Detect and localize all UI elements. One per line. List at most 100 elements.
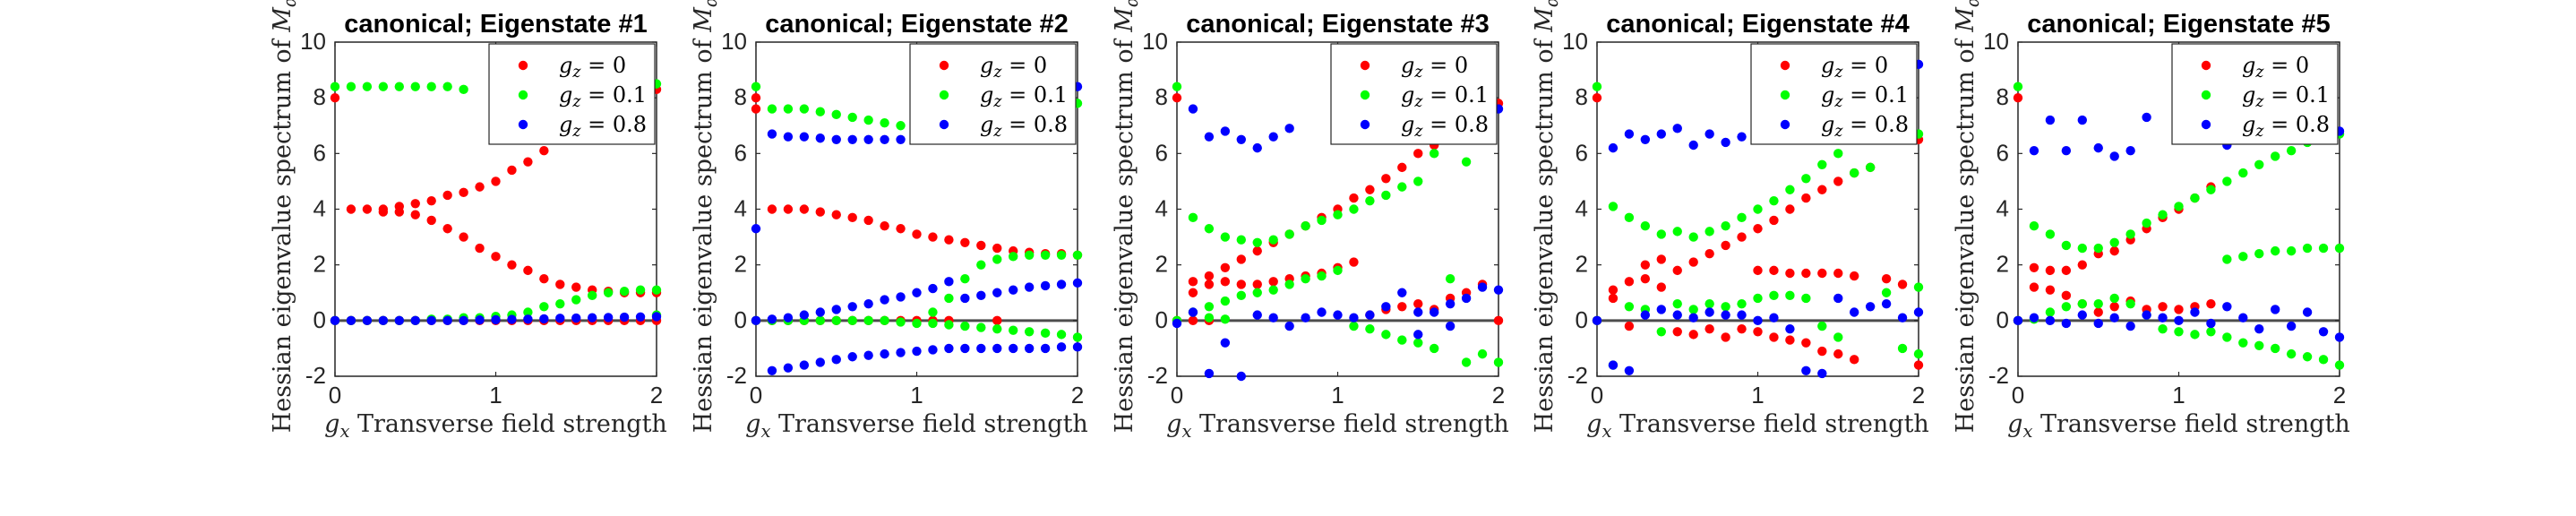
data-point bbox=[2174, 202, 2184, 211]
x-tick-label: 1 bbox=[1331, 382, 1344, 408]
data-point bbox=[992, 243, 1002, 254]
data-point bbox=[2206, 327, 2216, 337]
data-point bbox=[815, 307, 825, 317]
data-point bbox=[928, 232, 938, 242]
data-point bbox=[2254, 340, 2264, 351]
data-point bbox=[1801, 193, 1811, 203]
data-point bbox=[1236, 290, 1247, 301]
data-point bbox=[767, 104, 777, 114]
data-point bbox=[1801, 338, 1811, 348]
data-point bbox=[1624, 302, 1635, 312]
data-point bbox=[2254, 323, 2264, 334]
legend-box bbox=[1750, 43, 1918, 145]
y-tick-label: -2 bbox=[1988, 362, 2009, 389]
data-point bbox=[2206, 298, 2216, 309]
data-point bbox=[880, 220, 889, 231]
data-point bbox=[880, 134, 889, 144]
data-point bbox=[2029, 220, 2039, 231]
data-point bbox=[1608, 285, 1619, 295]
data-point bbox=[1704, 323, 1714, 334]
data-point bbox=[783, 104, 794, 114]
data-point bbox=[1188, 307, 1198, 317]
data-point bbox=[507, 165, 517, 176]
data-point bbox=[1333, 265, 1343, 276]
data-point bbox=[1301, 313, 1310, 322]
data-point bbox=[571, 282, 581, 292]
data-point bbox=[555, 280, 565, 289]
data-point bbox=[944, 293, 954, 304]
data-point bbox=[2190, 193, 2200, 203]
data-point bbox=[1608, 142, 1619, 153]
data-point bbox=[1188, 212, 1198, 223]
y-tick-label: -2 bbox=[1147, 362, 1168, 389]
data-point bbox=[992, 315, 1002, 326]
data-point bbox=[2093, 318, 2103, 329]
data-point bbox=[1592, 82, 1602, 91]
data-point bbox=[2109, 245, 2119, 256]
data-point bbox=[976, 260, 986, 270]
data-point bbox=[783, 204, 794, 214]
data-point bbox=[394, 82, 404, 91]
data-point bbox=[2286, 245, 2297, 256]
y-tick-label: 4 bbox=[1996, 195, 2009, 222]
data-point bbox=[1640, 134, 1651, 144]
data-point bbox=[2125, 298, 2135, 309]
data-point bbox=[1672, 227, 1682, 236]
y-axis-label: Hessian eigenvalue spectrum of Mαβ​ bbox=[1111, 0, 1142, 433]
data-point bbox=[928, 318, 938, 329]
data-point bbox=[459, 187, 468, 198]
data-point bbox=[1284, 229, 1294, 239]
data-point bbox=[1817, 368, 1827, 379]
y-tick-label: 8 bbox=[1996, 83, 2009, 110]
data-point bbox=[1461, 357, 1472, 367]
data-point bbox=[1833, 149, 1843, 159]
data-point bbox=[1592, 315, 1602, 326]
data-point bbox=[1801, 268, 1811, 279]
data-point bbox=[960, 274, 970, 284]
x-tick-label: 0 bbox=[1591, 382, 1603, 408]
data-point bbox=[1072, 332, 1083, 342]
legend-label: gz = 0 bbox=[1821, 53, 1888, 82]
data-point bbox=[896, 224, 906, 234]
y-axis-label: Hessian eigenvalue spectrum of Mαβ​ bbox=[269, 0, 300, 433]
data-points bbox=[751, 82, 1083, 375]
data-point bbox=[1365, 323, 1375, 334]
data-point bbox=[880, 295, 889, 305]
data-point bbox=[1188, 277, 1198, 287]
data-point bbox=[1220, 277, 1231, 287]
x-axis-label: gx​ Transverse field strength bbox=[324, 410, 667, 442]
data-point bbox=[863, 315, 873, 326]
data-point bbox=[1721, 137, 1730, 148]
data-point bbox=[976, 343, 986, 354]
data-point bbox=[2061, 265, 2072, 276]
data-point bbox=[1721, 220, 1730, 231]
data-point bbox=[2190, 307, 2200, 317]
data-point bbox=[1397, 288, 1407, 297]
data-point bbox=[1624, 321, 1635, 331]
data-point bbox=[815, 207, 825, 217]
data-point bbox=[799, 310, 810, 320]
data-point bbox=[1656, 327, 1667, 337]
data-point bbox=[751, 104, 761, 114]
data-point bbox=[442, 224, 452, 234]
data-points bbox=[330, 79, 662, 326]
data-point bbox=[880, 348, 889, 359]
data-point bbox=[1268, 313, 1278, 322]
y-tick-label: 4 bbox=[1576, 195, 1588, 222]
data-point bbox=[1704, 227, 1714, 236]
data-point bbox=[1204, 271, 1215, 281]
data-point bbox=[1721, 310, 1730, 320]
legend-marker bbox=[1360, 60, 1370, 71]
legend: gz = 0gz = 0.1gz = 0.8 bbox=[1750, 43, 1918, 145]
data-point bbox=[1220, 338, 1231, 348]
y-tick-label: 10 bbox=[721, 28, 747, 55]
data-point bbox=[1753, 327, 1763, 337]
data-point bbox=[1172, 82, 1182, 91]
y-tick-label: 4 bbox=[734, 195, 747, 222]
data-point bbox=[767, 204, 777, 214]
data-point bbox=[2077, 298, 2087, 309]
x-tick-label: 1 bbox=[1751, 382, 1764, 408]
data-point bbox=[426, 195, 436, 206]
